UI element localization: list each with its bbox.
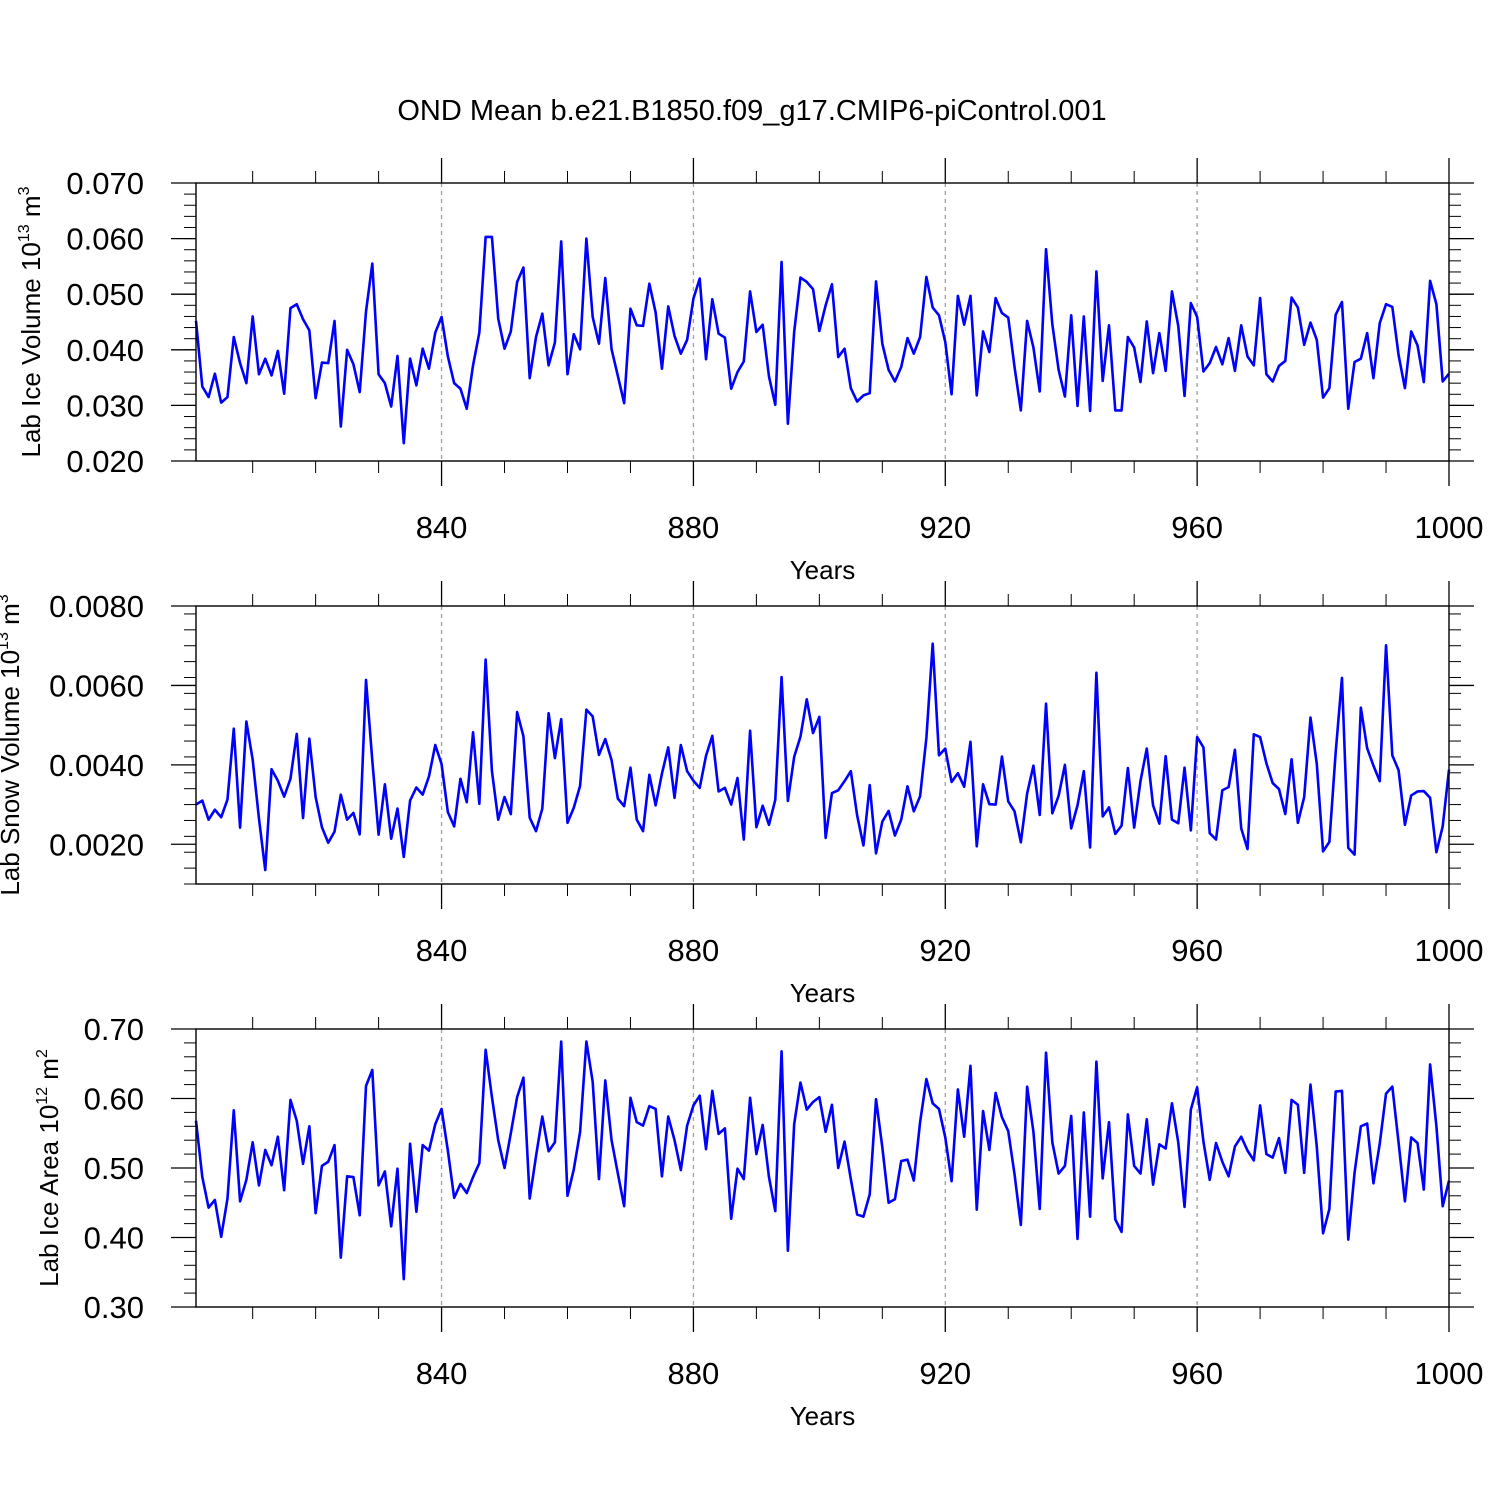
data-series-line-2 xyxy=(195,642,1451,872)
panel-3: 0.30 0.40 0.50 0.60 0.70 840 880 920 960 1000 Year… xyxy=(34,1004,1483,1431)
y-axis-label-exponent: 13 xyxy=(16,224,33,242)
y-tick-label: 0.30 xyxy=(84,1290,144,1325)
y-axis-label-unit: m xyxy=(34,1058,64,1087)
panel-2: 0.0020 0.0040 0.0060 0.0080 840 880 920 960 1000… xyxy=(0,581,1483,1008)
x-tick-label: 840 xyxy=(416,933,468,968)
plot-frame xyxy=(195,1028,1450,1308)
y-tick-label: 0.50 xyxy=(84,1151,144,1186)
x-tick-label: 840 xyxy=(416,1356,468,1391)
y-tick-label: 0.0020 xyxy=(49,827,144,862)
y-tick-label: 0.070 xyxy=(66,166,144,201)
y-axis-label-text: Lab Ice Volume 10 xyxy=(16,242,46,457)
x-tick-label: 880 xyxy=(668,1356,720,1391)
y-axis-label-unit-exponent: 3 xyxy=(16,186,33,195)
y-axis-label: Lab Ice Volume 1013 m3 xyxy=(16,186,46,457)
y-tick-label: 0.40 xyxy=(84,1221,144,1256)
data-series-line-3 xyxy=(194,1040,1451,1281)
x-tick-label: 1000 xyxy=(1415,933,1484,968)
x-tick-label: 960 xyxy=(1171,510,1223,545)
y-tick-label: 0.60 xyxy=(84,1082,144,1117)
plot-frame xyxy=(195,182,1450,462)
y-tick-label: 0.70 xyxy=(84,1012,144,1047)
y-axis-label-unit-exponent: 2 xyxy=(34,1049,51,1058)
y-axis-label: Lab Ice Area 1012 m2 xyxy=(34,1049,64,1287)
y-axis-label-unit-exponent: 3 xyxy=(0,594,12,603)
y-axis-label-text: Lab Snow Volume 10 xyxy=(0,650,25,896)
y-tick-label: 0.0080 xyxy=(49,589,144,624)
x-tick-label: 920 xyxy=(919,1356,971,1391)
x-axis-label: Years xyxy=(790,1401,856,1431)
y-axis-label-unit: m xyxy=(16,195,46,224)
y-axis-label-text: Lab Ice Area 10 xyxy=(34,1105,64,1287)
y-axis-label-exponent: 12 xyxy=(34,1087,51,1105)
y-tick-label: 0.050 xyxy=(66,277,144,312)
x-tick-label: 920 xyxy=(919,933,971,968)
y-axis-label-exponent: 13 xyxy=(0,632,12,650)
x-tick-label: 960 xyxy=(1171,1356,1223,1391)
x-tick-label: 840 xyxy=(416,510,468,545)
y-tick-label: 0.0040 xyxy=(49,748,144,783)
x-tick-label: 880 xyxy=(668,510,720,545)
chart-title: OND Mean b.e21.B1850.f09_g17.CMIP6-piCon… xyxy=(397,95,1106,127)
y-tick-label: 0.030 xyxy=(66,388,144,423)
data-series-line-1 xyxy=(194,235,1451,445)
y-tick-label: 0.060 xyxy=(66,222,144,257)
x-axis-label: Years xyxy=(790,555,856,585)
y-axis-label-unit: m xyxy=(0,603,25,632)
y-tick-label: 0.0060 xyxy=(49,668,144,703)
y-tick-label: 0.020 xyxy=(66,444,144,479)
y-tick-label: 0.040 xyxy=(66,333,144,368)
y-axis-label: Lab Snow Volume 1013 m3 xyxy=(0,594,25,895)
plot-frame xyxy=(195,605,1450,885)
panel-1: 0.020 0.030 0.040 0.050 0.060 0.070 840 880 920 9… xyxy=(16,158,1483,585)
x-tick-label: 1000 xyxy=(1415,1356,1484,1391)
x-axis-label: Years xyxy=(790,978,856,1008)
x-tick-label: 1000 xyxy=(1415,510,1484,545)
x-tick-label: 920 xyxy=(919,510,971,545)
x-tick-label: 960 xyxy=(1171,933,1223,968)
x-tick-label: 880 xyxy=(668,933,720,968)
